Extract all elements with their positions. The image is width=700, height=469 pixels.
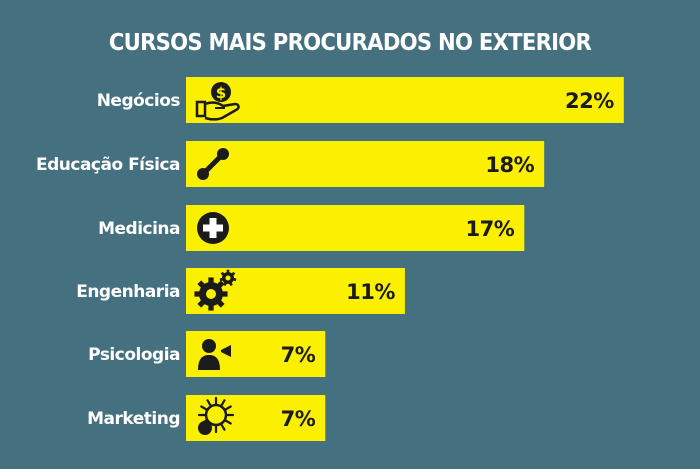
gears-icon [194, 269, 237, 311]
dumbbell-icon [197, 148, 229, 180]
value-label: 7% [281, 343, 316, 367]
svg-text:$: $ [216, 84, 226, 102]
bar-0 [186, 77, 624, 123]
category-label: Marketing [87, 409, 180, 429]
value-label: 22% [565, 89, 614, 113]
value-label: 11% [346, 280, 395, 304]
value-label: 7% [281, 407, 316, 431]
value-label: 17% [466, 217, 515, 241]
category-label: Engenharia [76, 282, 180, 302]
person-camera-icon [198, 339, 231, 370]
bar-1 [186, 141, 545, 187]
category-label: Educação Física [36, 155, 180, 175]
chart-title: CURSOS MAIS PROCURADOS NO EXTERIOR [108, 30, 592, 56]
money-hand-icon: $ [195, 82, 240, 121]
medical-cross-icon [197, 212, 229, 244]
category-label: Medicina [98, 219, 180, 239]
category-label: Negócios [97, 91, 181, 111]
category-label: Psicologia [88, 345, 180, 365]
value-label: 18% [485, 153, 534, 177]
bar-2 [186, 205, 525, 251]
lightbulb-icon [197, 396, 235, 435]
